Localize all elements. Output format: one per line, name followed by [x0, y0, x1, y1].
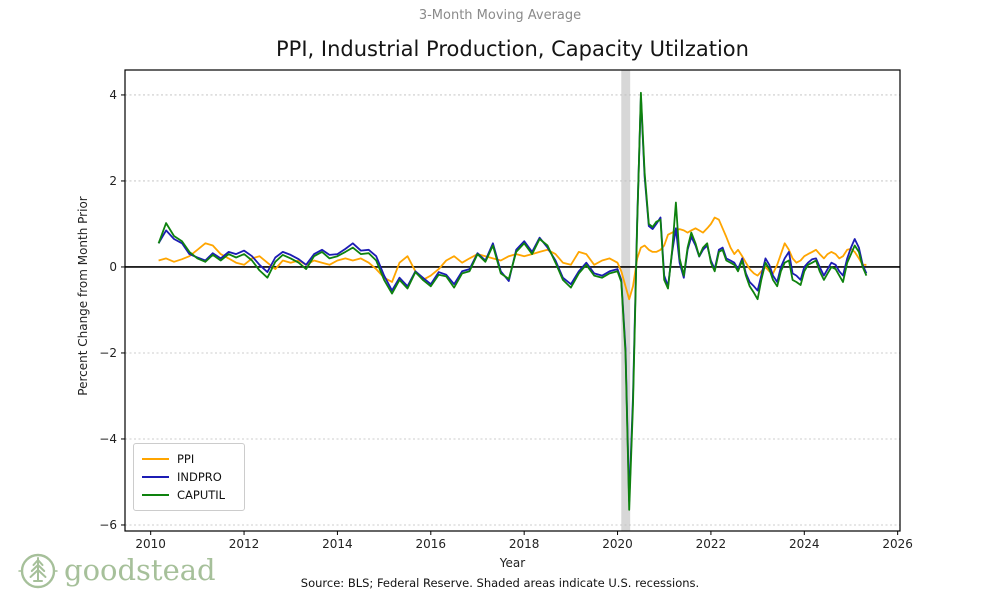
x-tick-label: 2022: [696, 537, 727, 551]
x-tick-label: 2016: [416, 537, 447, 551]
legend-swatch-caputil: [142, 494, 169, 496]
series-line-caputil: [157, 91, 868, 511]
legend-label: INDPRO: [177, 470, 222, 484]
x-tick-label: 2020: [602, 537, 633, 551]
legend-swatch-ppi: [142, 458, 169, 460]
y-tick-label: −4: [99, 432, 117, 446]
y-tick-label: −2: [99, 346, 117, 360]
legend-label: PPI: [177, 452, 195, 466]
y-tick-label: 0: [109, 260, 117, 274]
legend-item-ppi: PPI: [142, 450, 236, 468]
x-tick-label: 2012: [229, 537, 260, 551]
chart-title: PPI, Industrial Production, Capacity Uti…: [276, 37, 749, 61]
y-axis-label: Percent Change from Month Prior: [76, 196, 90, 396]
x-tick-label: 2014: [322, 537, 353, 551]
recession-band: [621, 70, 631, 531]
legend-swatch-indpro: [142, 476, 169, 478]
source-note: Source: BLS; Federal Reserve. Shaded are…: [300, 576, 700, 590]
y-tick-label: 4: [109, 88, 117, 102]
legend: PPI INDPRO CAPUTIL: [133, 443, 245, 511]
legend-item-caputil: CAPUTIL: [142, 486, 236, 504]
x-tick-label: 2010: [135, 537, 166, 551]
tree-logo-icon: [18, 553, 58, 589]
x-tick-label: 2026: [882, 537, 913, 551]
brand-logo: goodstead: [18, 548, 216, 592]
legend-item-indpro: INDPRO: [142, 468, 236, 486]
plot-border: [124, 69, 901, 532]
legend-label: CAPUTIL: [177, 488, 226, 502]
chart-subtitle: 3-Month Moving Average: [418, 8, 582, 23]
x-axis-label: Year: [499, 556, 526, 570]
y-tick-label: 2: [109, 174, 117, 188]
brand-name: goodstead: [64, 553, 216, 587]
x-tick-label: 2024: [789, 537, 820, 551]
x-tick-label: 2018: [509, 537, 540, 551]
series-line-ppi: [158, 216, 867, 301]
y-tick-label: −6: [99, 518, 117, 532]
series-line-indpro: [157, 96, 868, 503]
